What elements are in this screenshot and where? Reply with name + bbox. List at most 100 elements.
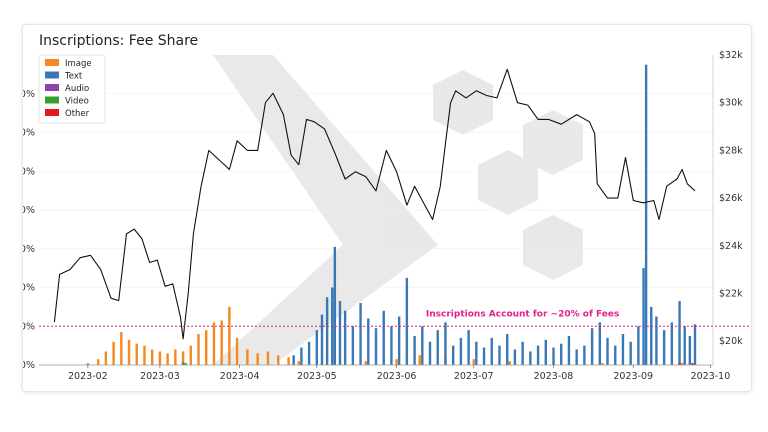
bar-image <box>189 345 192 365</box>
bar-text <box>544 339 547 365</box>
y-right-tick-label: $26k <box>719 193 743 204</box>
bar-image <box>297 361 301 365</box>
bar-text <box>413 335 416 365</box>
bar-image <box>158 351 162 365</box>
bar-other <box>691 363 694 365</box>
bar-text <box>482 347 486 365</box>
x-axis-ticks: 2023-02 2023-03 2023-04 2023-05 2023-06 2023-… <box>68 365 730 382</box>
bar-text <box>436 330 439 365</box>
bar-text <box>467 330 470 365</box>
bar-image <box>135 343 138 365</box>
bar-text <box>397 316 401 365</box>
bar-text <box>343 310 347 365</box>
bar-image <box>472 359 475 365</box>
bar-text <box>650 306 653 365</box>
bar-text <box>567 335 571 365</box>
bar-image <box>212 322 216 365</box>
bar-text <box>662 330 666 365</box>
bar-text <box>529 351 532 365</box>
bar-video <box>181 362 185 365</box>
bar-image <box>220 320 223 365</box>
legend-label-text: Text <box>64 72 83 82</box>
bar-text <box>688 335 692 365</box>
bar-image <box>96 359 100 365</box>
bar-text <box>320 314 324 365</box>
bar-text <box>490 337 493 365</box>
bar-text <box>444 322 447 365</box>
y-left-tick-label: 60% <box>23 244 35 255</box>
bar-text <box>614 345 617 365</box>
bar-text <box>693 324 697 365</box>
bar-text <box>560 343 563 365</box>
y-right-tick-label: $30k <box>719 98 743 109</box>
bar-image <box>601 363 604 365</box>
bar-text <box>678 301 681 365</box>
bar-text <box>575 349 578 365</box>
x-tick-label: 2023-09 <box>613 371 653 382</box>
bar-text <box>655 316 658 365</box>
bar-text <box>367 318 370 365</box>
price-line <box>53 68 696 340</box>
legend: Image Text Audio Video Other <box>38 54 106 124</box>
y-left-tick-label: 140% <box>23 89 35 100</box>
bar-image <box>508 361 511 365</box>
bar-text <box>421 326 424 365</box>
bar-text <box>405 277 409 365</box>
x-tick-label: 2023-03 <box>140 371 180 382</box>
legend-swatch-text <box>45 71 59 79</box>
bar-text <box>359 303 362 365</box>
bar-text <box>390 326 393 365</box>
bar-text <box>351 326 355 365</box>
bar-image <box>205 330 208 365</box>
bar-text <box>521 341 524 365</box>
bar-text <box>552 347 555 365</box>
bar-text <box>670 322 674 365</box>
y-left-tick-label: 120% <box>23 128 35 139</box>
bar-text <box>333 246 337 365</box>
legend-swatch-audio <box>45 84 59 91</box>
btc-price-line <box>53 68 696 340</box>
x-tick-label: 2023-07 <box>454 371 494 382</box>
left-axis-ticks: 0% 20% 40% 60% 80% 100% 120% 140% <box>23 89 35 371</box>
bar-text <box>459 337 463 365</box>
bar-image <box>104 351 108 365</box>
y-right-tick-label: $32k <box>719 50 743 61</box>
bar-image <box>174 349 177 365</box>
bar-image <box>86 363 90 365</box>
annotation: Inscriptions Account for ~20% of Fees <box>39 309 751 327</box>
bar-image <box>287 357 290 365</box>
y-right-tick-label: $24k <box>719 241 743 252</box>
legend-label-image: Image <box>65 59 92 69</box>
bar-image <box>246 349 249 365</box>
x-tick-label: 2023-06 <box>377 371 417 382</box>
y-left-tick-label: 40% <box>23 283 35 294</box>
bar-text <box>505 334 509 365</box>
x-tick-label: 2023-10 <box>691 371 731 382</box>
bar-image <box>112 341 115 365</box>
bar-video <box>184 363 187 365</box>
bar-image <box>395 359 398 365</box>
bar-text <box>451 345 455 365</box>
x-tick-label: 2023-04 <box>220 371 260 382</box>
y-left-tick-label: 20% <box>23 321 35 332</box>
bar-image <box>197 334 200 365</box>
bar-text <box>475 341 478 365</box>
bar-text <box>621 334 625 365</box>
bar-image <box>266 351 270 365</box>
bar-image <box>120 332 123 365</box>
bar-other <box>678 363 681 365</box>
bar-image <box>166 353 169 365</box>
y-left-tick-label: 100% <box>23 166 35 177</box>
bar-text <box>300 347 303 365</box>
chart-svg: Inscriptions: Fee Share Inscriptions Acc… <box>23 33 751 382</box>
bar-text <box>536 345 540 365</box>
legend-swatch-image <box>45 59 59 66</box>
x-tick-label: 2023-08 <box>534 371 574 382</box>
y-left-tick-label: 0% <box>23 360 35 371</box>
bar-text <box>598 322 602 365</box>
axes <box>39 55 714 366</box>
bar-text <box>428 341 432 365</box>
bar-image <box>256 353 259 365</box>
legend-label-audio: Audio <box>65 84 89 94</box>
bar-text <box>637 326 640 365</box>
